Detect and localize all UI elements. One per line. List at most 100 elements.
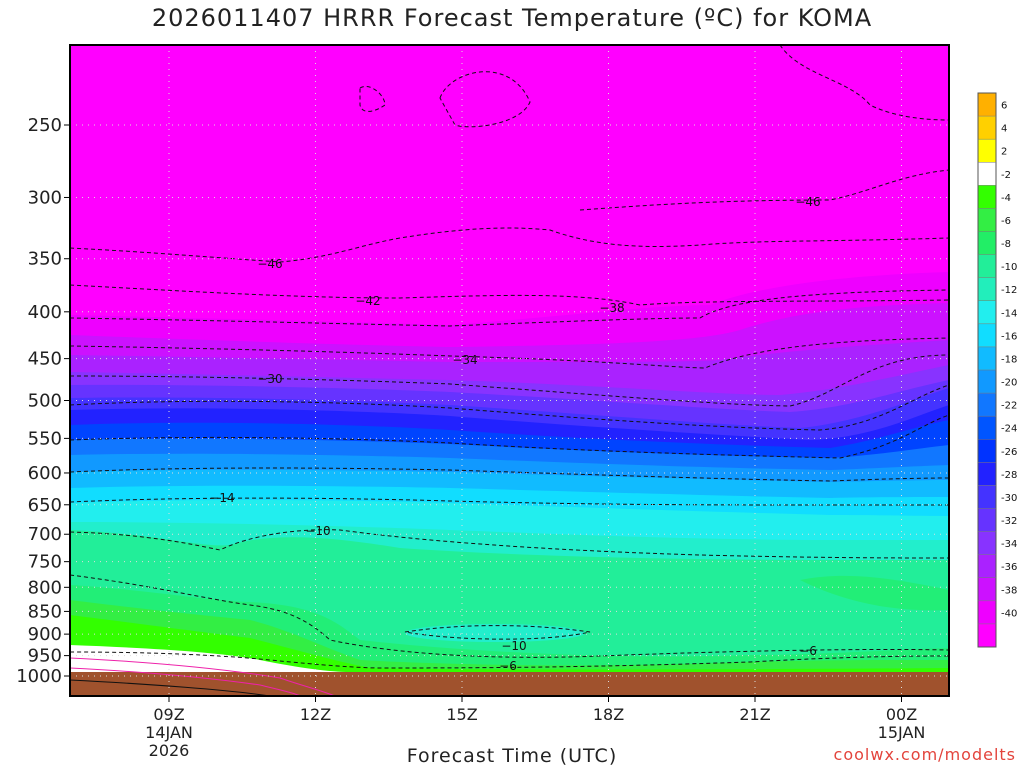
y-tick-label: 600 [28,463,62,484]
colorbar-label: -24 [1001,424,1017,435]
contour-line [70,679,271,696]
contour-label: −6 [799,644,817,658]
y-tick-label: 800 [28,577,62,598]
contour-line [70,384,949,431]
contour-line [579,169,949,211]
colorbar-label: -36 [1001,562,1017,573]
contour-labels: −46 −46 −42 −38 −34 −30 −14 −10 −10 −6 −6 [209,195,820,673]
colorbar-swatch [978,208,996,232]
colorbar-label: -34 [1001,539,1017,550]
y-tick-label: 450 [28,349,62,370]
contour-label: −46 [257,257,282,271]
y-tick-label: 350 [28,249,62,270]
contour-line [70,227,949,263]
plot-area [70,45,949,696]
contour-line [70,467,949,482]
temp-band-minus8b [800,575,949,611]
colorbar-label: 4 [1001,124,1007,135]
colorbar-swatch [978,277,996,301]
colorbar-swatch [978,416,996,440]
colorbar-label: -16 [1001,331,1017,342]
colorbar: 6 4 2 -2 -4 -6 -8 -10 -12 -14 -16 -18 -20 -22 -24 -26 -2… [977,92,1017,648]
colorbar-swatch [978,254,996,278]
contour-label: −10 [305,524,330,538]
colorbar-label: -12 [1001,285,1017,296]
grid [70,45,949,696]
y-tick-label: 400 [28,302,62,323]
contour-label: −30 [257,372,282,386]
colorbar-swatch [978,577,996,601]
freezing-contours [70,657,336,696]
x-tick-label: 09Z [153,705,184,724]
colorbar-swatch [978,300,996,324]
x-tick-date: 14JAN [145,723,193,742]
x-tick-label: 21Z [739,705,770,724]
colorbar-swatch [978,162,996,186]
colorbar-label: -10 [1001,262,1017,273]
contour-line [70,529,949,559]
colorbar-swatch [978,185,996,209]
contour-label: −42 [355,294,380,308]
colorbar-swatch [978,231,996,255]
colorbar-label: -18 [1001,354,1017,365]
y-tick-label: 750 [28,552,62,573]
colorbar-swatch [978,93,996,117]
x-tick-label: 00Z [886,705,917,724]
contour-line [359,86,386,112]
colorbar-swatch [978,531,996,555]
colorbar-swatch [978,554,996,578]
contour-label: −34 [452,353,477,367]
colorbar-swatch [978,485,996,509]
contour-line [70,574,949,658]
colorbar-swatch [978,370,996,394]
contour-label: −46 [795,195,820,209]
y-tick-label: 250 [28,115,62,136]
colorbar-swatch [978,462,996,486]
contour-line [70,667,301,696]
contour-label: −38 [599,301,624,315]
colorbar-label: -38 [1001,585,1017,596]
x-tick-year: 2026 [149,741,190,760]
colorbar-label: -4 [1001,193,1011,204]
colorbar-swatch [978,439,996,463]
contour-line [70,284,949,306]
contour-label: −14 [209,491,234,505]
chart-title: 2026011407 HRRR Forecast Temperature (ºC… [151,4,873,32]
colorbar-label: -32 [1001,516,1017,527]
contour-line [779,45,949,121]
y-tick-label: 300 [28,187,62,208]
contour-line [70,651,949,669]
x-tick-label: 12Z [300,705,331,724]
colorbar-label: -6 [1001,216,1011,227]
x-tick-date: 15JAN [878,723,926,742]
colorbar-swatch [978,116,996,140]
colorbar-swatch [978,393,996,417]
watermark: coolwx.com/modelts [833,745,1016,764]
ground-fill [70,672,949,696]
contour-label: −6 [499,659,517,673]
y-tick-label: 550 [28,428,62,449]
colorbar-label: -26 [1001,447,1017,458]
contour-line [70,289,949,327]
colorbar-label: -28 [1001,470,1017,481]
y-tick-label: 500 [28,391,62,412]
contour-line [70,657,336,696]
y-tick-label: 900 [28,624,62,645]
colorbar-label: -22 [1001,401,1017,412]
x-tick-label: 15Z [446,705,477,724]
colorbar-swatch [978,139,996,163]
y-tick-label: 850 [28,601,62,622]
x-axis-label: Forecast Time (UTC) [406,745,618,767]
contour-line [439,71,531,128]
y-tick-label: 700 [28,524,62,545]
colorbar-label: -14 [1001,308,1017,319]
colorbar-label: -20 [1001,378,1017,389]
x-tick-label: 18Z [593,705,624,724]
contour-line [404,625,591,640]
colorbar-label: 2 [1001,147,1007,158]
colorbar-label: -40 [1001,608,1017,619]
contour-line [70,354,949,407]
y-tick-label: 650 [28,495,62,516]
